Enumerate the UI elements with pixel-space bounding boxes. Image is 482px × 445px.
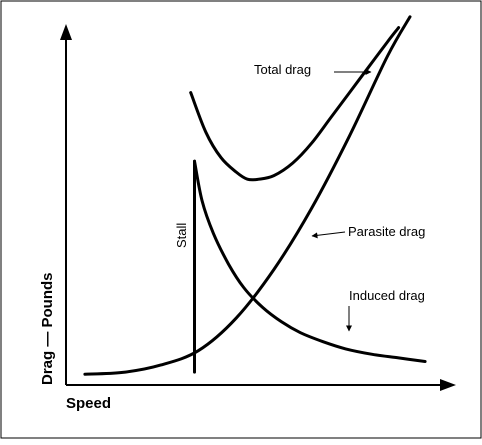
y-axis-arrowhead	[60, 24, 72, 40]
parasite-drag-pointer	[311, 231, 346, 239]
induced-drag-label: Induced drag	[349, 288, 425, 303]
induced-drag-curve	[193, 159, 427, 363]
y-axis-title: Drag — Pounds	[39, 272, 56, 385]
plot-area	[60, 15, 456, 391]
total-drag-curve	[189, 26, 401, 182]
parasite-drag-label: Parasite drag	[348, 224, 425, 239]
total-drag-label: Total drag	[254, 62, 311, 77]
x-axis-arrowhead	[440, 379, 456, 391]
parasite-drag-curve	[83, 15, 412, 376]
x-axis-title: Speed	[66, 395, 111, 412]
stall-label: Stall	[174, 223, 189, 248]
